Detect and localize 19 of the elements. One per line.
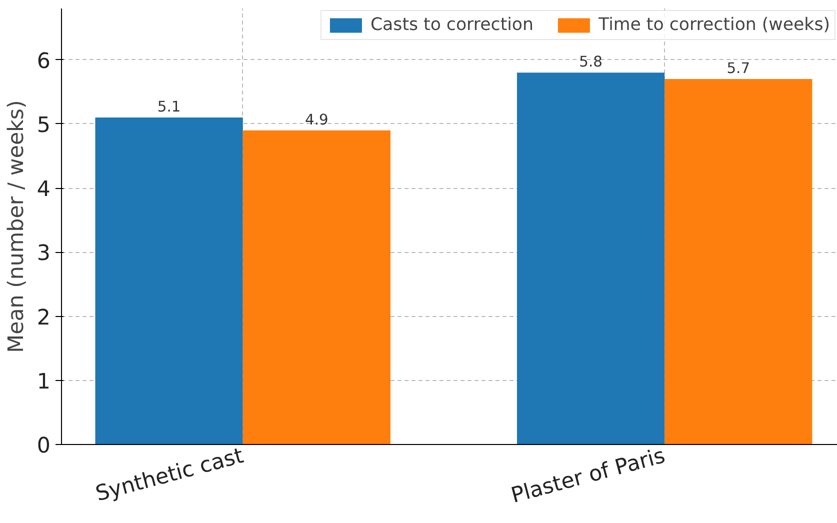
data-label: 5.1 — [157, 98, 181, 116]
data-label: 5.8 — [579, 54, 602, 71]
bar — [242, 130, 390, 444]
y-tick-label: 6 — [36, 48, 51, 74]
legend-label: Casts to correction — [370, 15, 534, 35]
data-label: 5.7 — [726, 60, 750, 78]
y-axis-title: Mean (number / weeks) — [4, 100, 29, 353]
bar — [95, 118, 243, 444]
y-tick-label: 4 — [36, 177, 51, 202]
bar — [516, 72, 665, 444]
y-tick-label: 1 — [36, 369, 51, 394]
y-tick-label: 3 — [36, 241, 51, 266]
y-tick-label: 5 — [36, 112, 51, 138]
y-tick-label: 0 — [36, 434, 51, 458]
data-label: 4.9 — [305, 111, 328, 128]
legend-label: Time to correction (weeks) — [598, 15, 830, 35]
bar — [664, 79, 812, 444]
x-tick-label: Plaster of Paris — [508, 443, 668, 508]
y-tick-label: 2 — [36, 305, 51, 330]
